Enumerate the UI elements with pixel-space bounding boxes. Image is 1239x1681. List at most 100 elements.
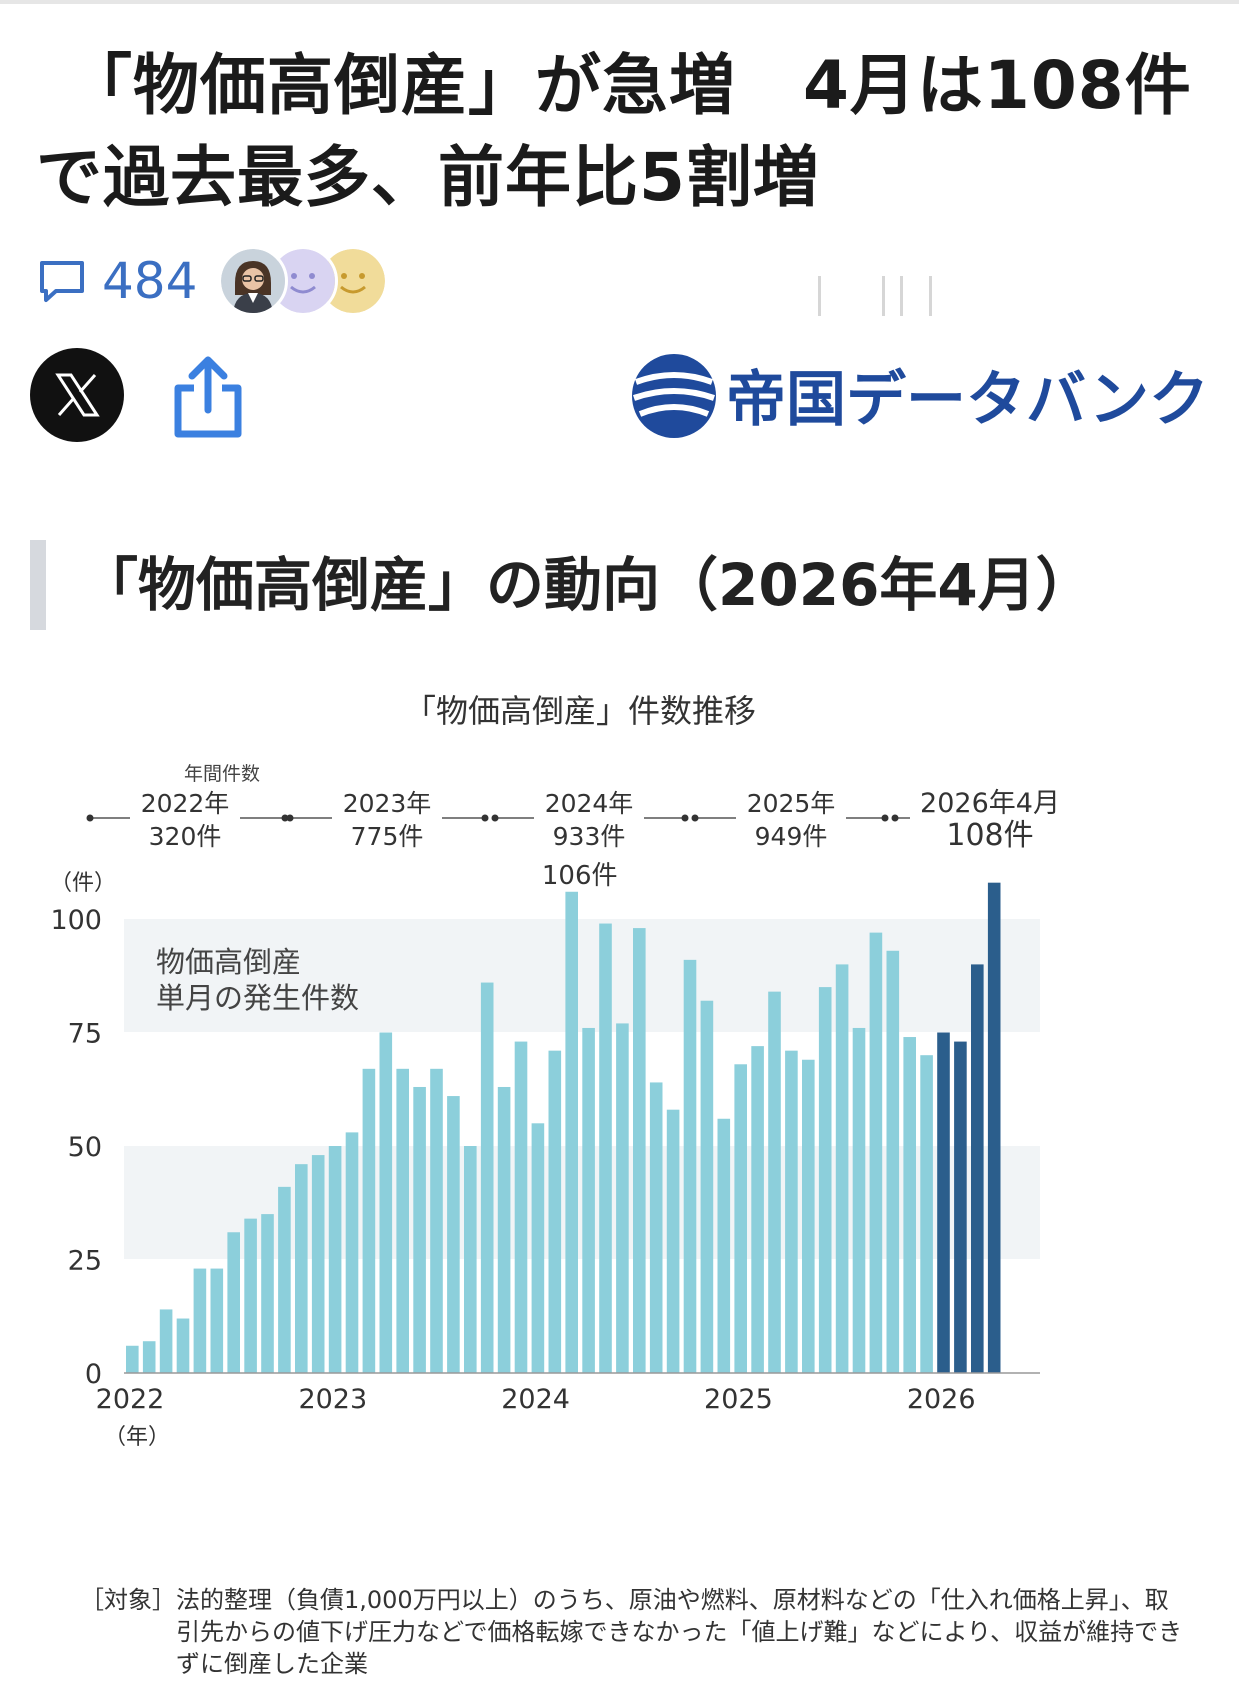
- annual-counts: 2022年 320件 2023年 775件 2024年 933件 2025年 949件 2026…: [86, 786, 1070, 856]
- bar: [328, 1146, 342, 1373]
- x-tick-label: 2023: [298, 1384, 367, 1415]
- top-divider: [0, 0, 1239, 4]
- smile-face-icon: [271, 249, 335, 313]
- annual-bracket-dot: [681, 814, 689, 822]
- bar: [785, 1050, 798, 1373]
- comment-bubble-icon: [40, 261, 84, 302]
- bar: [345, 1132, 359, 1373]
- y-axis-ticks: 0 25 50 75 100: [50, 905, 102, 1390]
- y-tick-label: 0: [85, 1359, 102, 1390]
- bar: [210, 1268, 224, 1373]
- bar: [379, 1032, 393, 1373]
- section-title: 「物価高倒産」の動向（2026年4月）: [80, 551, 1094, 619]
- x-logo-icon: [55, 373, 100, 417]
- peak-data-label: 106件: [542, 861, 618, 891]
- bar: [835, 964, 849, 1373]
- bar: [920, 1055, 933, 1373]
- bar: [464, 1146, 477, 1373]
- annual-label-bg: [332, 786, 442, 856]
- x-axis-ticks: 2022 2023 2024 2025 2026: [96, 1384, 976, 1415]
- annual-year: 2023年: [343, 789, 432, 818]
- bar: [582, 1027, 595, 1373]
- bar: [954, 1041, 967, 1373]
- bar: [903, 1037, 916, 1373]
- bar: [447, 1096, 460, 1373]
- annual-bracket-dot: [86, 814, 94, 822]
- comments-button[interactable]: 484: [36, 252, 197, 310]
- share-row: 帝国データバンク: [30, 348, 1210, 448]
- faded-mark: [882, 276, 885, 316]
- x-tick-label: 2022: [96, 1384, 165, 1415]
- annual-bracket-dot: [891, 814, 899, 822]
- annual-count: 933件: [553, 822, 626, 851]
- bar: [683, 959, 697, 1373]
- bar: [666, 1109, 680, 1373]
- headline-line-1: 「物価高倒産」が急増 4月は108件: [66, 47, 1192, 124]
- bar: [649, 1082, 663, 1373]
- bar: [734, 1064, 747, 1373]
- annual-label-bg: [736, 786, 846, 856]
- bar: [362, 1068, 376, 1373]
- y-axis-label: （件）: [50, 871, 116, 896]
- faded-mark: [900, 276, 903, 316]
- annual-year: 2025年: [747, 789, 836, 818]
- bar: [869, 932, 883, 1373]
- bar: [768, 991, 781, 1373]
- bar: [565, 891, 578, 1373]
- avatar-user-photo: [218, 246, 288, 316]
- annual-bracket-dot: [286, 814, 294, 822]
- y-tick-label: 75: [68, 1019, 102, 1050]
- bar: [295, 1164, 308, 1373]
- article-headline: 「物価高倒産」が急増 4月は108件 で過去最多、前年比5割増: [36, 40, 1206, 224]
- annual-count: 949件: [755, 822, 828, 851]
- share-icon[interactable]: [168, 354, 248, 440]
- annual-year: 2024年: [545, 789, 634, 818]
- bar: [700, 1000, 714, 1373]
- logo-wordmark: 帝国データバンク: [726, 365, 1209, 435]
- y-tick-label: 25: [68, 1246, 102, 1277]
- faded-mark: [929, 276, 932, 316]
- bar: [531, 1123, 545, 1373]
- chart-container: 「物価高倒産」件数推移 年間件数 2022年 320件 2023年 775件 2024年…: [40, 690, 1200, 1590]
- bar: [802, 1059, 815, 1373]
- bar: [413, 1086, 426, 1373]
- annual-bracket-dot: [481, 814, 489, 822]
- bars: [126, 882, 1001, 1373]
- bar: [244, 1218, 257, 1373]
- comment-count: 484: [102, 252, 198, 310]
- bar: [599, 923, 612, 1373]
- bar: [311, 1155, 325, 1373]
- bar: [633, 928, 646, 1373]
- annual-bracket-dot: [491, 814, 499, 822]
- bar: [616, 1023, 629, 1373]
- bar: [937, 1032, 950, 1373]
- headline-line-2: で過去最多、前年比5割増: [36, 139, 820, 216]
- series-label-line-2: 単月の発生件数: [156, 981, 359, 1015]
- share-x-button[interactable]: [30, 348, 124, 442]
- bar: [278, 1186, 291, 1373]
- bar: [193, 1268, 207, 1373]
- bar: [497, 1086, 511, 1373]
- footnote-text: 法的整理（負債1,000万円以上）のうち、原油や燃料、原材料などの「仕入れ価格上…: [176, 1586, 1183, 1678]
- annual-bracket-dot: [281, 814, 289, 822]
- annual-label-bg: [910, 786, 1070, 856]
- x-axis-label: （年）: [104, 1425, 170, 1450]
- section-header: 「物価高倒産」の動向（2026年4月）: [30, 540, 1210, 630]
- bar: [261, 1214, 274, 1373]
- annual-year: 2026年4月: [920, 788, 1060, 819]
- footnote-tag: ［対象］: [80, 1586, 176, 1614]
- annual-count: 775件: [351, 822, 424, 851]
- annual-counts-label: 年間件数: [184, 763, 260, 785]
- article-meta: 484: [36, 246, 1216, 316]
- teikoku-databank-logo: 帝国データバンク: [632, 354, 1209, 438]
- y-tick-label: 50: [68, 1132, 102, 1163]
- section-accent-bar: [30, 540, 46, 630]
- x-tick-label: 2025: [704, 1384, 773, 1415]
- annual-bracket-dot: [881, 814, 889, 822]
- y-tick-label: 100: [50, 905, 102, 936]
- annual-bracket-dot: [691, 814, 699, 822]
- bar: [480, 982, 494, 1373]
- bar: [126, 1345, 139, 1373]
- bar: [159, 1309, 173, 1373]
- annual-count: 320件: [149, 822, 222, 851]
